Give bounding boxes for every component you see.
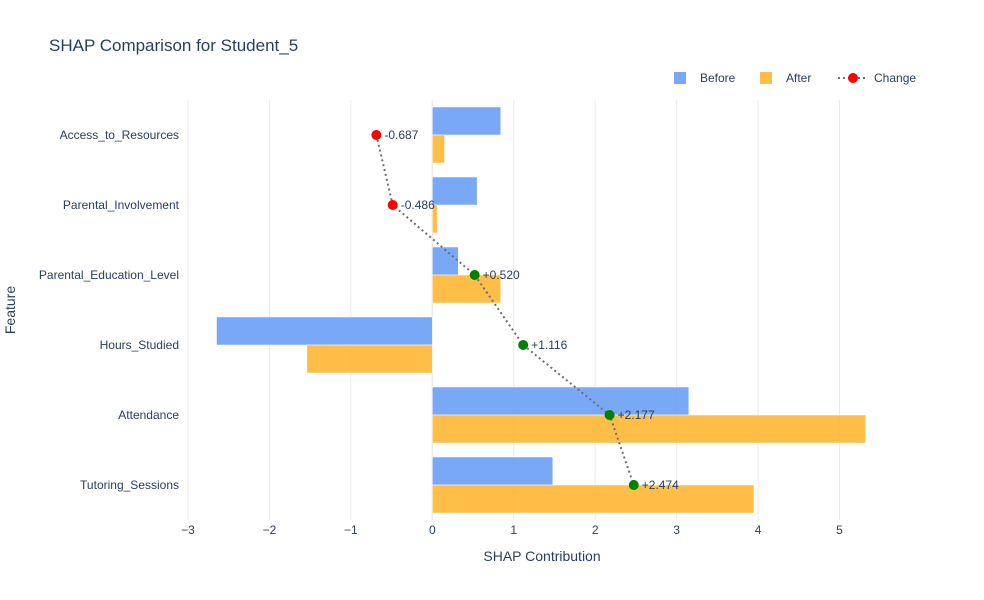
x-ticks: −3 −2 −1 0 1 2 3 4 5 — [181, 523, 843, 537]
x-tick-label: −2 — [263, 523, 277, 537]
change-point-label: -0.687 — [384, 128, 418, 142]
legend-marker-change — [848, 73, 858, 83]
change-point-label: -0.486 — [401, 198, 435, 212]
bar-before-parental-education-level — [432, 246, 459, 276]
legend-label-after: After — [786, 71, 811, 85]
x-tick-label: 2 — [592, 523, 599, 537]
change-point — [518, 340, 529, 350]
y-tick-label: Tutoring_Sessions — [80, 478, 179, 492]
change-point-label: +2.474 — [642, 478, 679, 492]
bar-before-access-to-resources — [432, 106, 501, 136]
change-point — [387, 200, 398, 210]
bar-after-parental-involvement — [432, 204, 438, 234]
change-point — [469, 270, 480, 280]
bar-after-tutoring-sessions — [432, 484, 755, 514]
y-tick-label: Hours_Studied — [100, 338, 179, 352]
y-tick-label: Access_to_Resources — [60, 128, 179, 142]
y-tick-label: Attendance — [118, 408, 179, 422]
x-tick-label: 4 — [755, 523, 762, 537]
x-tick-label: −1 — [344, 523, 358, 537]
bar-before-attendance — [432, 386, 690, 416]
bar-after-attendance — [432, 414, 866, 444]
x-tick-label: 3 — [673, 523, 680, 537]
bar-before-parental-involvement — [432, 176, 478, 206]
legend[interactable]: Before After Change — [674, 71, 916, 85]
change-line-layer: -0.687 -0.486 +0.520 +1.116 +2.177 +2.474 — [371, 128, 679, 492]
legend-label-before: Before — [700, 71, 736, 85]
change-point — [628, 480, 639, 490]
y-tick-label: Parental_Education_Level — [39, 268, 179, 282]
chart-title: SHAP Comparison for Student_5 — [49, 36, 298, 55]
change-point-label: +1.116 — [531, 338, 567, 352]
y-axis-title: Feature — [2, 286, 18, 334]
x-tick-label: 5 — [836, 523, 843, 537]
bar-after-hours-studied — [306, 344, 433, 374]
bar-before-tutoring-sessions — [432, 456, 554, 486]
change-point-label: +2.177 — [618, 408, 655, 422]
change-point — [604, 410, 615, 420]
x-tick-label: 0 — [429, 523, 436, 537]
legend-label-change: Change — [874, 71, 916, 85]
bars-layer — [216, 106, 866, 514]
legend-swatch-before — [674, 72, 686, 84]
y-ticks: Access_to_Resources Parental_Involvement P… — [39, 128, 180, 492]
grid-lines — [187, 100, 840, 520]
change-point-label: +0.520 — [483, 268, 520, 282]
x-tick-label: −3 — [181, 523, 195, 537]
change-point — [371, 130, 382, 140]
x-tick-label: 1 — [510, 523, 517, 537]
bar-after-parental-education-level — [432, 274, 501, 304]
y-tick-label: Parental_Involvement — [63, 198, 180, 212]
bar-before-hours-studied — [216, 316, 433, 346]
legend-swatch-after — [760, 72, 772, 84]
x-axis-title: SHAP Contribution — [483, 548, 600, 564]
bar-after-access-to-resources — [432, 134, 445, 164]
